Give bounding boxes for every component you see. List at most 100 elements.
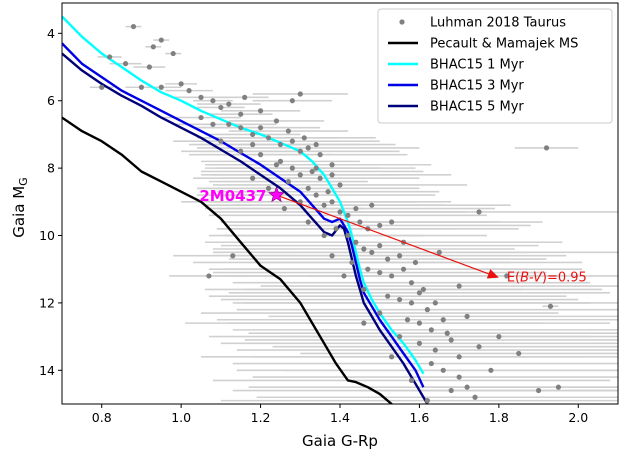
data-point [504, 273, 510, 279]
extinction-label-suffix: )=0.95 [542, 271, 587, 286]
data-point [313, 192, 319, 198]
data-point [389, 219, 395, 225]
data-point [265, 135, 272, 141]
data-point [238, 148, 244, 154]
data-point [321, 232, 327, 239]
x-axis-ticks: 0.8 1.0 1.2 1.4 1.6 1.8 2.0 [92, 404, 588, 425]
data-point [349, 259, 355, 266]
data-point [297, 172, 303, 178]
data-point [257, 125, 264, 131]
data-point [265, 185, 272, 191]
data-point [313, 141, 319, 148]
data-point [377, 269, 383, 276]
data-point [464, 313, 470, 319]
data-point [448, 387, 454, 394]
data-point [353, 239, 359, 245]
data-point [218, 138, 224, 144]
x-tick-label: 1.4 [330, 410, 350, 425]
data-point [416, 290, 423, 296]
data-point [369, 249, 375, 255]
data-point [289, 138, 295, 144]
data-point [464, 384, 470, 390]
x-tick-label: 1.2 [251, 410, 271, 425]
legend-label: BHAC15 3 Myr [430, 79, 524, 94]
data-point [218, 104, 224, 111]
data-point [285, 128, 291, 134]
data-point [440, 317, 446, 323]
data-point [238, 125, 244, 131]
data-point [420, 286, 426, 293]
extinction-label: E(B-V)=0.95 [507, 271, 587, 286]
data-point [377, 243, 383, 249]
legend-label: Pecault & Mamajek MS [430, 37, 578, 52]
data-point [369, 202, 375, 208]
legend-label: BHAC15 5 Myr [430, 100, 524, 115]
data-point [305, 219, 311, 225]
data-point [277, 158, 284, 164]
data-point [436, 249, 442, 255]
y-tick-label: 12 [39, 295, 55, 310]
data-point [448, 337, 454, 343]
data-point [186, 88, 192, 94]
data-point [404, 317, 411, 323]
data-point [309, 168, 315, 175]
scatter-point-group [99, 23, 562, 404]
data-point [535, 387, 542, 394]
data-point [238, 111, 244, 117]
data-point [325, 189, 331, 195]
data-point [250, 141, 256, 148]
data-point [416, 340, 423, 346]
data-point [99, 84, 105, 90]
extinction-arrow-head [486, 269, 499, 279]
data-point [472, 394, 478, 400]
data-point [305, 185, 311, 191]
data-point [389, 354, 395, 360]
y-tick-label: 6 [47, 93, 55, 108]
data-point [158, 84, 164, 90]
target-group: 2M0437 [199, 186, 285, 205]
data-point [210, 121, 216, 127]
data-point [289, 165, 295, 171]
data-point [242, 94, 248, 100]
data-point [107, 54, 113, 60]
data-point [329, 253, 335, 259]
data-point [289, 98, 295, 104]
data-point [408, 280, 415, 286]
y-axis-label-subscript: G [17, 177, 30, 186]
series-line [62, 116, 394, 404]
data-point [547, 303, 554, 309]
legend-label: Luhman 2018 Taurus [430, 16, 566, 31]
legend-label: BHAC15 1 Myr [430, 58, 524, 73]
data-point [396, 334, 403, 340]
data-point [389, 273, 395, 279]
y-axis-ticks: 4 6 8 10 12 14 [39, 26, 62, 378]
data-point [226, 121, 232, 127]
data-point [301, 135, 307, 141]
y-axis-label: Gaia MG [10, 177, 30, 237]
data-point [206, 273, 212, 279]
data-point [456, 374, 462, 380]
y-tick-label: 8 [47, 161, 55, 176]
data-point [496, 334, 502, 340]
data-point [317, 175, 323, 181]
data-point [432, 347, 438, 353]
data-point [321, 202, 327, 208]
data-point [488, 367, 494, 373]
data-point [357, 219, 363, 225]
data-point [400, 266, 407, 272]
data-point [210, 98, 216, 104]
data-point [361, 320, 367, 326]
data-point [226, 101, 232, 107]
curve-group [62, 15, 429, 404]
data-point [361, 286, 367, 293]
data-point [277, 141, 284, 148]
data-point [555, 384, 562, 390]
data-point [424, 398, 430, 404]
data-point [377, 310, 383, 316]
data-point [329, 199, 335, 205]
data-point [130, 23, 137, 30]
data-point [146, 64, 152, 70]
data-point [329, 162, 335, 168]
series-line [62, 15, 425, 375]
